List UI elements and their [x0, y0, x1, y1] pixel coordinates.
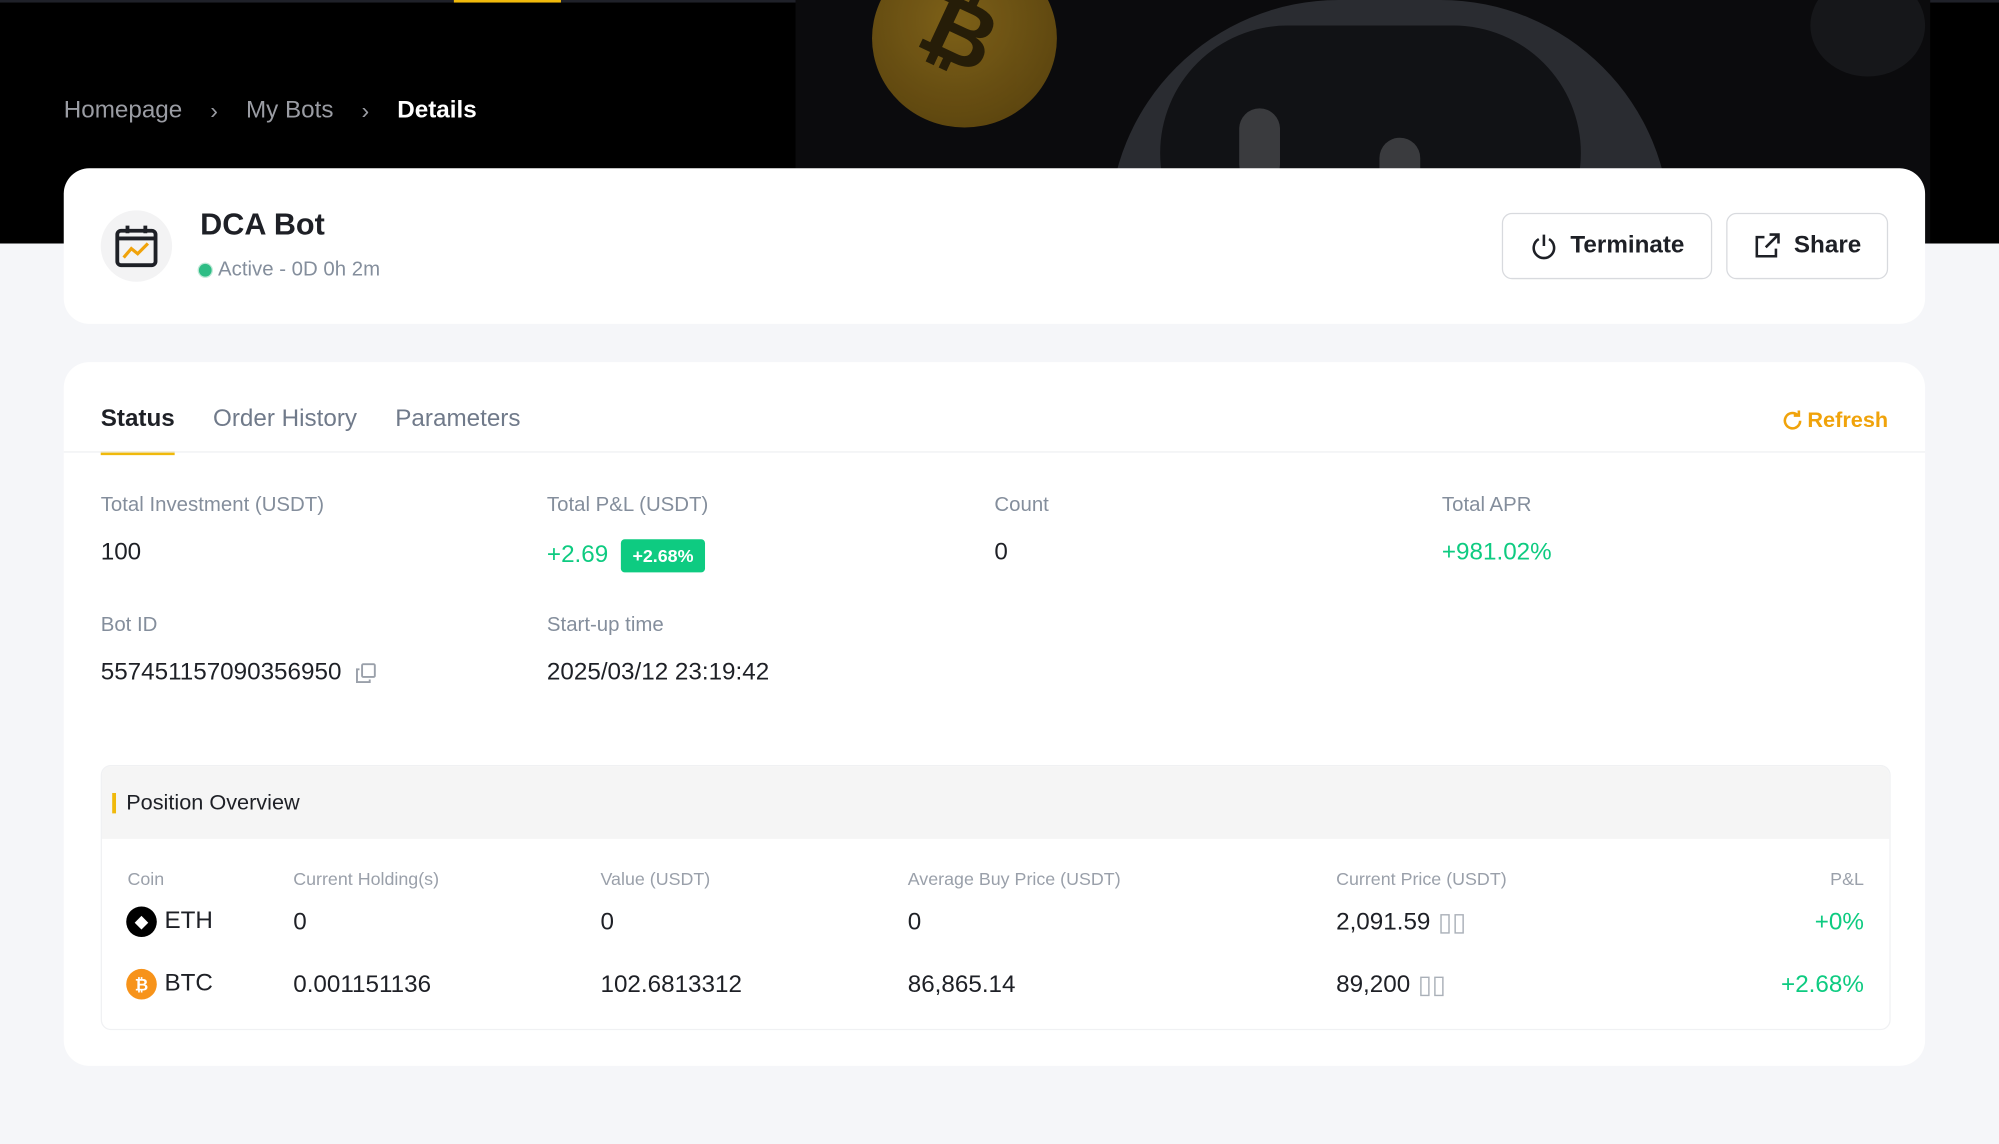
stat-value: +2.69 — [546, 541, 609, 569]
holding-value: 0.001151136 — [293, 971, 432, 999]
tab-order-history[interactable]: Order History — [213, 405, 358, 433]
position-overview: Position Overview Coin Current Holding(s… — [100, 764, 1891, 1031]
stat-value: +981.02% — [1441, 539, 1552, 567]
pnl-percent-badge: +2.68% — [620, 539, 705, 573]
bot-header-card: DCA Bot Active - 0D 0h 2m Terminate Shar… — [63, 168, 1926, 324]
share-icon — [1755, 233, 1780, 258]
status-text: Active - 0D 0h 2m — [218, 258, 381, 281]
section-accent-bar — [112, 792, 117, 813]
breadcrumb: Homepage › My Bots › Details — [64, 97, 477, 125]
usdt-value: 102.6813312 — [600, 971, 742, 999]
divider — [63, 451, 1926, 453]
terminate-label: Terminate — [1570, 232, 1685, 259]
tab-bar: Status Order History Parameters — [100, 405, 521, 456]
stat-total-investment: Total Investment (USDT) 100 — [101, 495, 324, 568]
nav-active-indicator — [453, 0, 561, 3]
coin-name: ETH — [164, 907, 213, 935]
breadcrumb-my-bots[interactable]: My Bots — [245, 96, 334, 124]
btc-icon: ₿ — [126, 968, 157, 1000]
avg-buy-price: 86,865.14 — [907, 971, 1016, 999]
stat-bot-id: Bot ID 557451157090356950 — [101, 615, 377, 688]
stat-value: 100 — [100, 539, 142, 567]
stat-label: Total P&L (USDT) — [546, 494, 709, 517]
chevron-right-icon: › — [210, 97, 218, 124]
eth-icon: ◆ — [126, 906, 157, 938]
breadcrumb-homepage[interactable]: Homepage — [63, 96, 183, 124]
holding-value: 0 — [293, 909, 307, 936]
bot-title: DCA Bot — [200, 207, 325, 243]
power-icon — [1532, 234, 1556, 260]
stat-value: 2025/03/12 23:19:42 — [546, 659, 770, 686]
bot-status: Active - 0D 0h 2m — [197, 258, 381, 282]
tab-parameters[interactable]: Parameters — [395, 405, 521, 433]
column-header: Value (USDT) — [600, 868, 711, 889]
stat-count: Count 0 — [994, 495, 1048, 568]
pnl-value: +2.68% — [1781, 971, 1864, 999]
section-title: Position Overview — [126, 789, 300, 815]
stat-label: Bot ID — [100, 614, 158, 637]
chevron-right-icon: › — [361, 97, 370, 124]
candlestick-chart-icon[interactable]: ▯▯ — [1438, 909, 1467, 938]
column-header: Average Buy Price (USDT) — [907, 868, 1121, 889]
column-header: P&L — [1830, 868, 1864, 889]
current-price: 2,091.59 — [1336, 908, 1431, 936]
active-status-dot — [197, 262, 213, 278]
stat-label: Count — [994, 494, 1049, 517]
pnl-value: +0% — [1814, 909, 1864, 936]
stat-value: 557451157090356950 — [100, 659, 342, 686]
bot-details-card: Status Order History Parameters Refresh … — [63, 362, 1926, 1066]
stat-label: Total APR — [1441, 494, 1532, 517]
usdt-value: 0 — [600, 909, 614, 936]
column-header: Current Holding(s) — [293, 868, 440, 889]
share-label: Share — [1793, 232, 1862, 259]
column-header: Coin — [127, 868, 165, 889]
terminate-button[interactable]: Terminate — [1501, 212, 1713, 280]
stat-value: 0 — [994, 539, 1008, 567]
share-button[interactable]: Share — [1726, 212, 1889, 280]
stat-total-apr: Total APR +981.02% — [1442, 495, 1552, 568]
candlestick-chart-icon[interactable]: ▯▯ — [1417, 971, 1446, 1000]
current-price: 89,200 — [1336, 970, 1411, 998]
stat-label: Start-up time — [546, 614, 664, 637]
tab-status[interactable]: Status — [100, 405, 175, 456]
stat-total-pnl: Total P&L (USDT) +2.69 +2.68% — [547, 495, 708, 573]
refresh-label: Refresh — [1807, 407, 1889, 433]
refresh-button[interactable]: Refresh — [1781, 408, 1888, 433]
copy-icon[interactable] — [354, 662, 377, 685]
avg-buy-price: 0 — [907, 909, 922, 936]
coin-name: BTC — [164, 970, 213, 997]
column-header: Current Price (USDT) — [1336, 868, 1507, 889]
refresh-icon — [1783, 410, 1802, 430]
calendar-chart-icon — [100, 210, 173, 282]
breadcrumb-details: Details — [397, 96, 477, 124]
stat-label: Total Investment (USDT) — [100, 494, 325, 517]
stat-startup-time: Start-up time 2025/03/12 23:19:42 — [547, 615, 769, 688]
